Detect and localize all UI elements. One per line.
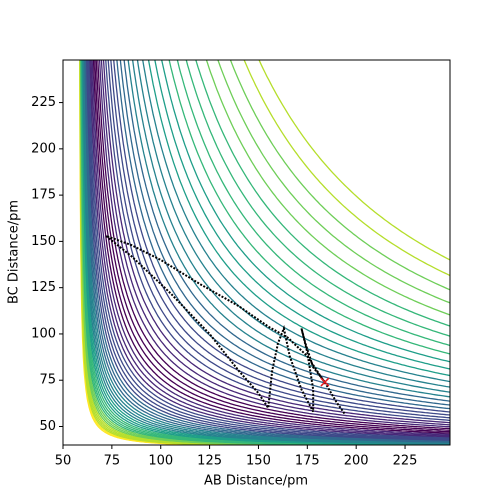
x-tick-label: 175 [295,454,320,469]
contour-line [131,60,450,393]
y-tick-label: 125 [31,280,56,295]
start-marker [320,377,330,387]
y-axis-label: BC Distance/pm [7,200,22,304]
y-tick-label: 50 [39,419,56,434]
x-tick-label: 125 [197,454,222,469]
contour-line [116,60,450,410]
contour-line [258,60,450,261]
contour-line [89,60,450,438]
contour-line [127,60,450,398]
contour-line [83,60,450,444]
x-tick-label: 200 [344,454,369,469]
y-tick-label: 225 [31,95,56,110]
contour-line [94,60,450,433]
y-tick-label: 75 [39,373,56,388]
contour-line [97,60,450,430]
contour-line [79,60,234,445]
contour-line [100,60,450,426]
contour-line [95,60,450,431]
contour-line [195,60,450,327]
contour-line [79,60,248,445]
contour-line [80,60,416,445]
contour-line [168,60,450,355]
contour-line [84,60,450,443]
contour-line [80,60,339,445]
contour-line [110,60,450,416]
plot-frame [62,59,451,446]
contour-line [102,60,450,424]
contour-line [105,60,450,422]
y-tick-label: 100 [31,326,56,341]
y-tick-label: 175 [31,188,56,203]
contour-line [107,60,450,419]
x-tick-label: 225 [393,454,418,469]
contour-line [80,60,389,445]
contour-line [243,60,450,277]
contour-line [229,60,450,291]
contour-line [119,60,450,406]
x-axis-label: AB Distance/pm [204,474,308,489]
contour-line [79,60,222,445]
contour-line [80,60,362,445]
contour-line [85,60,450,442]
contour-line [83,60,450,444]
contour-line [113,60,450,413]
contour-line [142,60,450,383]
contour-line [217,60,450,304]
contour-line [185,60,450,337]
contour-line [92,60,450,434]
contour-line [86,60,450,441]
trajectory [105,234,346,415]
contour-line [136,60,450,388]
contour-line [90,60,450,437]
contour-line [88,60,450,439]
contour-line [84,60,450,443]
contour-line [91,60,450,436]
x-tick-label: 100 [148,454,173,469]
contour-line [98,60,450,428]
contour-line [79,60,263,445]
contour-lines [79,60,450,445]
contour-line [79,60,317,445]
contour-line [161,60,450,363]
contour-line [123,60,450,402]
contour-line [205,60,450,316]
trajectory-line [105,234,346,415]
x-tick-label: 50 [55,454,72,469]
y-tick-label: 200 [31,141,56,156]
contour-line [79,60,280,445]
contour-line [79,60,298,445]
x-tick-label: 75 [104,454,121,469]
x-tick-label: 150 [246,454,271,469]
contour-line [147,60,450,377]
contour-line [80,60,445,445]
y-tick-label: 150 [31,234,56,249]
contour-line [154,60,450,370]
contour-line [176,60,450,347]
contour-line [86,60,450,441]
contour-line [87,60,450,440]
